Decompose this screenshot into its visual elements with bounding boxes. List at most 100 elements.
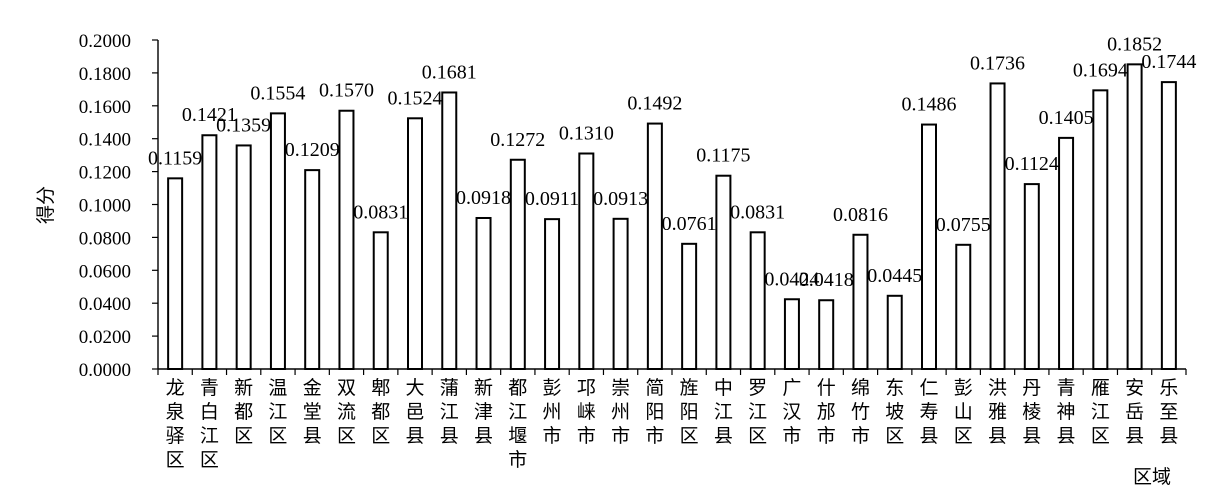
data-label: 0.1421 bbox=[182, 104, 237, 126]
bar bbox=[955, 243, 972, 371]
bar bbox=[715, 174, 732, 370]
data-label: 0.1272 bbox=[490, 129, 545, 151]
bar bbox=[1023, 183, 1040, 370]
bar bbox=[921, 123, 937, 371]
x-tick-label: 郫都区 bbox=[371, 377, 390, 447]
data-label: 0.0816 bbox=[833, 204, 888, 226]
x-tick-label: 新都区 bbox=[234, 377, 253, 447]
bar bbox=[201, 134, 218, 370]
data-label: 0.0831 bbox=[353, 201, 408, 223]
x-tick-label: 温江区 bbox=[268, 377, 287, 447]
bar bbox=[509, 158, 526, 370]
data-label: 0.0755 bbox=[936, 214, 991, 236]
bar bbox=[818, 299, 835, 371]
x-tick-label: 洪雅县 bbox=[988, 377, 1007, 447]
y-tick-label: 0.1200 bbox=[79, 163, 131, 184]
x-tick-label: 双流区 bbox=[337, 377, 356, 447]
bar bbox=[783, 298, 800, 371]
data-label: 0.0761 bbox=[662, 213, 717, 235]
y-tick-label: 0.0800 bbox=[79, 228, 131, 249]
bar bbox=[1160, 81, 1177, 370]
x-tick-label: 青神县 bbox=[1057, 377, 1076, 447]
y-tick-label: 0.0000 bbox=[79, 360, 131, 381]
x-tick-label: 丹棱县 bbox=[1022, 377, 1041, 447]
data-label: 0.0445 bbox=[867, 265, 922, 287]
data-label: 0.1159 bbox=[148, 147, 202, 169]
y-tick-label: 0.1800 bbox=[79, 64, 131, 85]
x-tick-label: 崇州市 bbox=[611, 377, 630, 447]
y-axis-ticks: 0.0000 0.0200 0.0400 0.0600 0.0800 0.1000 0.12… bbox=[79, 31, 158, 381]
x-tick-label: 中江县 bbox=[714, 377, 733, 447]
data-label: 0.1852 bbox=[1107, 33, 1162, 55]
data-label: 0.0913 bbox=[593, 188, 648, 210]
data-label: 0.1124 bbox=[1005, 153, 1059, 175]
data-label: 0.1359 bbox=[216, 114, 271, 136]
x-tick-label: 广汉市 bbox=[782, 377, 801, 447]
y-axis-title: 得分 bbox=[35, 186, 57, 224]
y-tick-label: 0.2000 bbox=[79, 31, 131, 52]
data-label: 0.0918 bbox=[456, 187, 511, 209]
x-tick-label: 绵竹市 bbox=[851, 377, 870, 447]
bar bbox=[852, 233, 869, 370]
bar bbox=[681, 242, 698, 371]
x-tick-label: 简阳市 bbox=[645, 377, 664, 447]
data-label: 0.1694 bbox=[1073, 59, 1128, 81]
x-tick-label: 旌阳区 bbox=[680, 377, 699, 447]
bar bbox=[338, 109, 355, 371]
bar bbox=[407, 117, 423, 370]
data-label: 0.1492 bbox=[627, 93, 682, 115]
bar bbox=[269, 112, 286, 370]
bar bbox=[475, 216, 492, 370]
data-label: 0.1570 bbox=[319, 80, 374, 102]
data-label: 0.1554 bbox=[250, 82, 305, 104]
data-label: 0.1405 bbox=[1039, 107, 1094, 129]
data-label: 0.1175 bbox=[696, 145, 750, 167]
data-label: 0.1486 bbox=[902, 94, 957, 116]
bar bbox=[1058, 136, 1075, 370]
x-tick-label: 乐至县 bbox=[1159, 377, 1178, 447]
data-label: 0.0831 bbox=[730, 201, 785, 223]
x-axis-ticks bbox=[157, 369, 1187, 375]
data-label: 0.0424 bbox=[764, 268, 819, 290]
y-tick-label: 0.0600 bbox=[79, 261, 131, 282]
x-tick-label: 青白江区 bbox=[200, 377, 219, 471]
data-label: 0.1681 bbox=[422, 61, 477, 83]
x-tick-label: 什邡市 bbox=[817, 377, 836, 447]
bar bbox=[578, 152, 595, 370]
y-tick-label: 0.1000 bbox=[79, 196, 131, 217]
x-tick-label: 龙泉驿区 bbox=[166, 377, 185, 471]
data-label: 0.1524 bbox=[388, 87, 443, 109]
x-tick-label: 金堂县 bbox=[303, 377, 322, 447]
data-label: 0.1310 bbox=[559, 123, 614, 145]
bar bbox=[167, 177, 184, 370]
data-label: 0.1209 bbox=[285, 139, 340, 161]
x-tick-label: 大邑县 bbox=[405, 377, 424, 447]
bar bbox=[886, 294, 903, 370]
bar bbox=[646, 122, 663, 371]
x-tick-label: 彭山区 bbox=[954, 377, 973, 447]
y-tick-label: 0.1600 bbox=[79, 97, 131, 118]
bar bbox=[544, 218, 561, 370]
x-tick-label: 邛崃市 bbox=[577, 377, 596, 447]
x-tick-label: 东坡区 bbox=[885, 377, 904, 447]
bar bbox=[1126, 63, 1143, 370]
y-tick-label: 0.1400 bbox=[79, 130, 131, 151]
bar bbox=[612, 217, 629, 370]
data-label: 0.1736 bbox=[970, 52, 1025, 74]
x-tick-label: 都江堰市 bbox=[508, 377, 527, 471]
y-tick-label: 0.0200 bbox=[79, 327, 131, 348]
x-axis-title: 区域 bbox=[1133, 466, 1171, 488]
data-label: 0.0418 bbox=[799, 269, 854, 291]
x-tick-label: 雁江区 bbox=[1091, 377, 1110, 447]
bar bbox=[989, 82, 1006, 370]
x-tick-label: 罗江区 bbox=[748, 377, 767, 447]
x-tick-label: 新津县 bbox=[474, 377, 493, 447]
bar-series bbox=[167, 63, 1177, 371]
data-label: 0.0911 bbox=[525, 188, 579, 210]
x-tick-label: 安岳县 bbox=[1125, 377, 1144, 447]
x-tick-label: 彭州市 bbox=[543, 377, 562, 447]
bar bbox=[372, 231, 389, 370]
bar bbox=[749, 231, 766, 370]
